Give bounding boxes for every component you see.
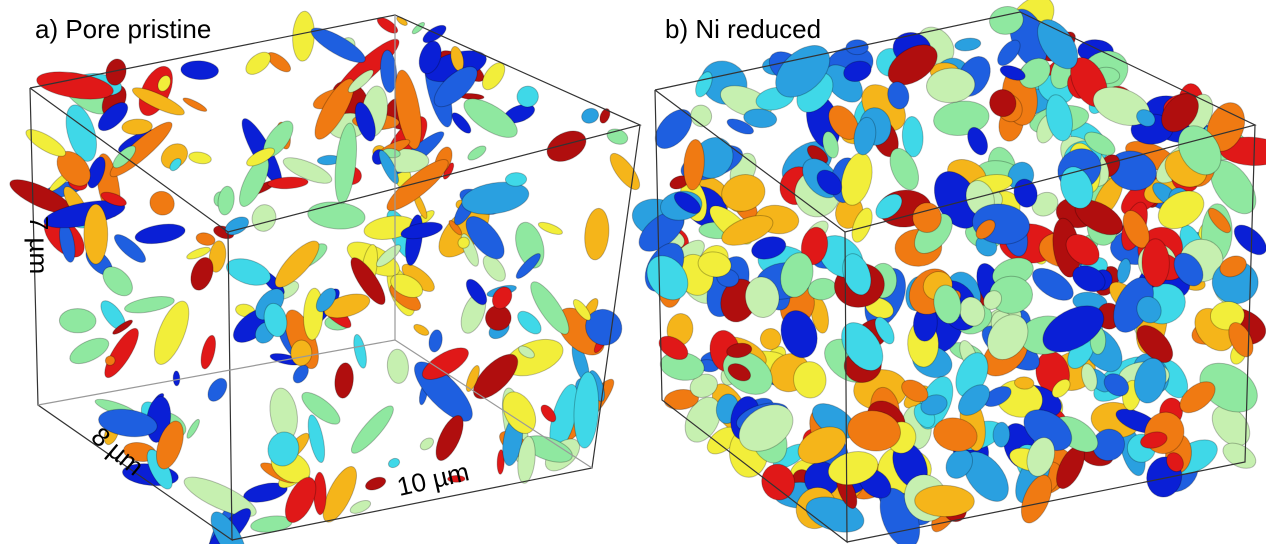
particle <box>537 220 564 237</box>
particle <box>35 67 115 103</box>
particle <box>59 308 96 333</box>
particle <box>351 333 369 369</box>
particle <box>1142 239 1170 287</box>
particle <box>954 37 981 52</box>
particle <box>180 60 219 81</box>
particle <box>173 371 180 386</box>
particle <box>583 207 611 260</box>
panel-title: a) Pore pristine <box>35 14 211 44</box>
particle <box>1229 220 1266 261</box>
particle <box>182 96 209 114</box>
particle <box>249 202 279 234</box>
nickel-rendering <box>629 0 1266 544</box>
particle <box>223 254 274 291</box>
particle <box>216 185 236 216</box>
particle <box>307 200 366 232</box>
particle <box>185 418 202 440</box>
particle <box>84 204 108 264</box>
particle <box>427 329 443 353</box>
particle <box>387 457 401 470</box>
particle <box>291 11 315 62</box>
figure: a) Pore pristine b) Ni reduced 7 µm 8 µm… <box>0 0 1266 544</box>
particle <box>386 349 409 385</box>
particle <box>418 436 436 453</box>
axis-label: 10 µm <box>394 456 472 502</box>
particle <box>66 333 112 369</box>
particle <box>466 143 489 162</box>
particle <box>542 125 591 168</box>
particle <box>188 150 212 165</box>
particle <box>605 126 630 147</box>
particle <box>348 498 372 516</box>
particle <box>333 362 355 399</box>
particle <box>579 106 600 126</box>
particle <box>134 221 187 247</box>
particle <box>914 485 974 517</box>
particle <box>364 475 388 493</box>
particle <box>290 340 312 366</box>
particle <box>307 22 369 68</box>
particle <box>505 172 527 186</box>
panel-title: b) Ni reduced <box>665 14 821 44</box>
axis-label: 7 µm <box>24 216 54 274</box>
particle <box>22 125 69 161</box>
particle <box>346 401 398 458</box>
particle <box>204 375 231 405</box>
particle <box>687 102 715 131</box>
particle <box>99 324 144 382</box>
particle <box>145 187 179 220</box>
particle <box>913 203 942 233</box>
particle <box>198 334 218 370</box>
pore-rendering <box>6 11 645 544</box>
particle <box>395 15 408 27</box>
particle <box>993 422 1010 447</box>
particle <box>605 149 644 194</box>
particle <box>1115 257 1132 284</box>
particle <box>412 322 430 337</box>
